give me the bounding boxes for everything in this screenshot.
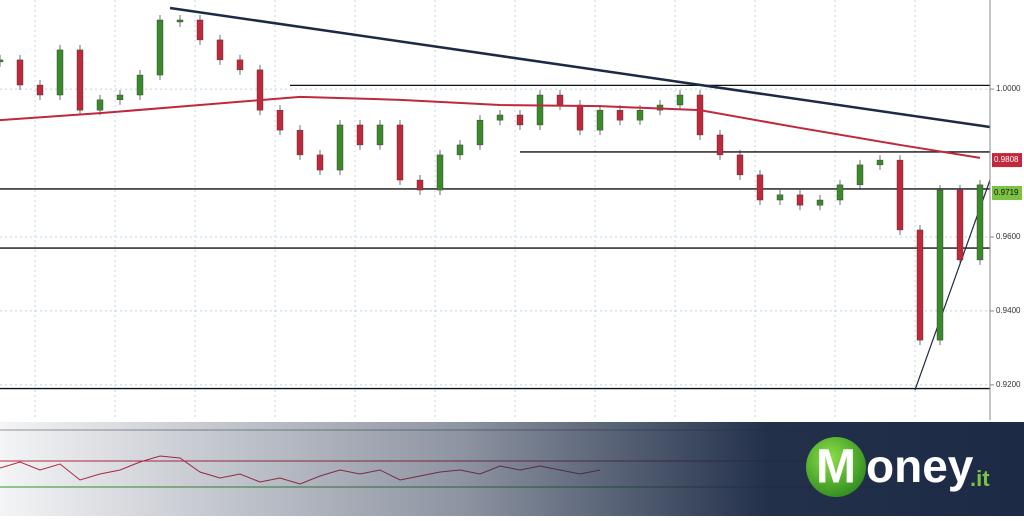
candle xyxy=(0,59,4,63)
candle xyxy=(456,144,464,156)
candle xyxy=(956,189,964,261)
logo-suffix: .it xyxy=(970,466,990,491)
candle xyxy=(396,124,404,181)
candle xyxy=(596,109,604,131)
candle xyxy=(476,119,484,146)
candle xyxy=(836,184,844,201)
price-tag-label: 0.9719 xyxy=(994,188,1019,197)
candle xyxy=(856,164,864,186)
candle xyxy=(936,189,944,341)
candle xyxy=(916,229,924,341)
candle xyxy=(636,109,644,121)
candle xyxy=(556,94,564,106)
logo-ball xyxy=(806,437,866,497)
y-tick-label: 1.0000 xyxy=(996,84,1021,93)
plot-area xyxy=(0,0,994,420)
candle xyxy=(976,184,984,261)
candle xyxy=(416,179,424,191)
candle xyxy=(296,129,304,156)
candle xyxy=(196,19,204,41)
brand-logo: M oney .it xyxy=(806,437,990,497)
candle xyxy=(716,134,724,156)
candle xyxy=(756,174,764,201)
y-tick-label: 0.9600 xyxy=(996,232,1021,241)
candle xyxy=(36,84,44,96)
candle xyxy=(216,39,224,61)
candle xyxy=(676,94,684,106)
candle xyxy=(696,94,704,136)
candle xyxy=(336,124,344,171)
candle xyxy=(516,114,524,126)
candle xyxy=(116,94,124,101)
candle xyxy=(156,19,164,76)
candle xyxy=(616,109,624,121)
price-tag xyxy=(992,153,1022,168)
candle xyxy=(96,99,104,111)
candle xyxy=(316,154,324,171)
candle xyxy=(176,19,184,23)
candle xyxy=(496,114,504,121)
candle xyxy=(816,199,824,206)
candle xyxy=(736,154,744,176)
logo-text: oney xyxy=(866,440,974,492)
price-tag-label: 0.9808 xyxy=(994,155,1019,164)
candle xyxy=(436,154,444,191)
candle xyxy=(876,159,884,166)
candle xyxy=(776,194,784,201)
candle xyxy=(796,194,804,206)
candle xyxy=(16,59,24,86)
logo-initial: M xyxy=(816,441,856,494)
candle xyxy=(76,49,84,111)
candle xyxy=(256,69,264,111)
candle xyxy=(56,49,64,96)
candle xyxy=(376,124,384,146)
trend-line xyxy=(169,6,991,129)
candle xyxy=(896,159,904,231)
candle xyxy=(136,74,144,96)
moving-average xyxy=(0,95,981,159)
candle xyxy=(536,94,544,126)
price-tag xyxy=(992,185,1022,200)
candle xyxy=(356,124,364,146)
y-tick-label: 0.9200 xyxy=(996,380,1021,389)
candle xyxy=(276,109,284,131)
candle xyxy=(576,104,584,131)
candle xyxy=(236,59,244,71)
y-tick-label: 0.9400 xyxy=(996,306,1021,315)
